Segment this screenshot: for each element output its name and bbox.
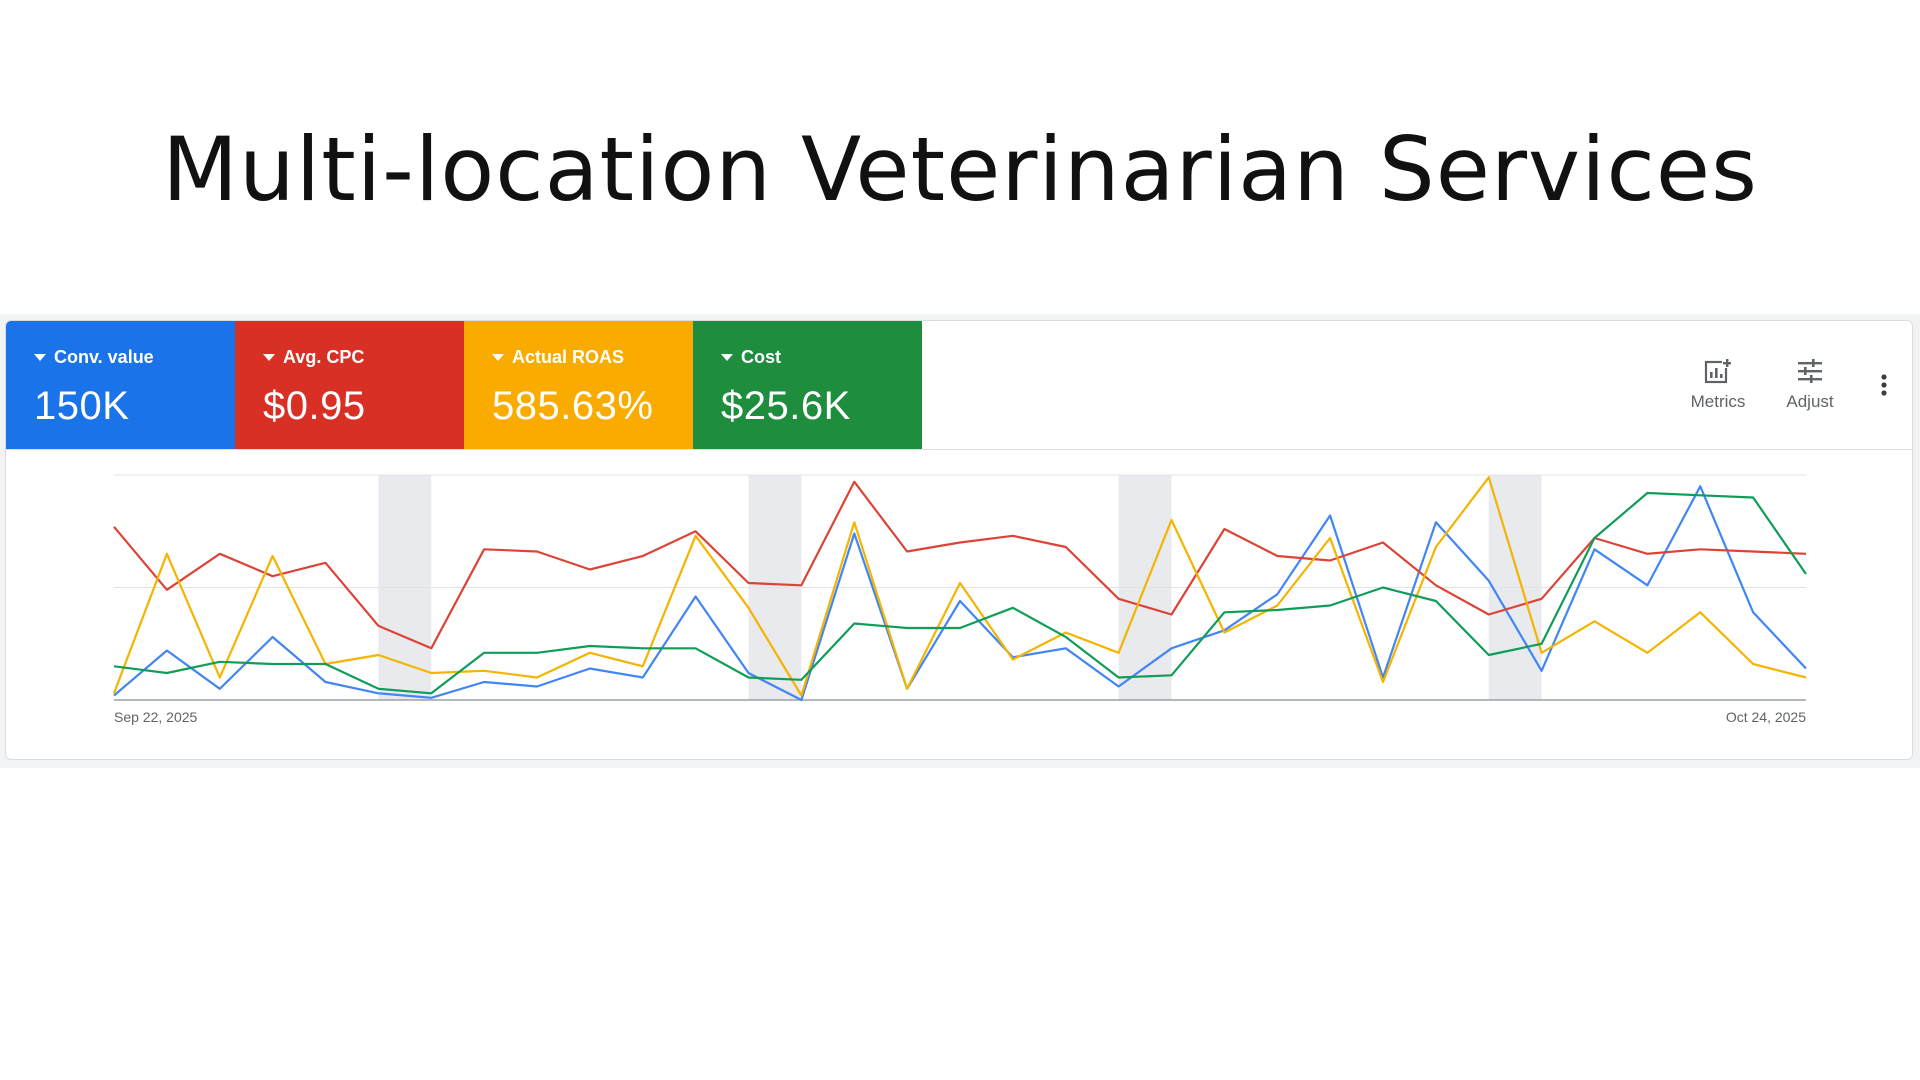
bar-chart-add-icon [1704,358,1732,384]
metrics-button[interactable]: Metrics [1672,358,1764,412]
more-options-button[interactable] [1856,373,1912,397]
metric-cards: Conv. value 150K Avg. CPC $0.95 Actual R… [6,321,922,449]
metric-card-avg-cpc[interactable]: Avg. CPC $0.95 [235,321,464,449]
series-line-actual-roas [112,476,1807,697]
dropdown-caret-icon [492,354,504,361]
chart-toolbar: Metrics Adjust [1672,321,1912,449]
adjust-button-label: Adjust [1786,392,1834,411]
header-divider [6,449,1912,450]
series-line-conv-value [113,485,1807,702]
metric-card-conv-value[interactable]: Conv. value 150K [6,321,235,449]
metric-label: Actual ROAS [512,347,625,367]
metric-label: Conv. value [54,347,154,367]
dropdown-caret-icon [34,354,46,361]
metrics-button-label: Metrics [1690,392,1746,411]
dropdown-caret-icon [721,354,733,361]
series-line-avg-cpc [113,480,1807,650]
metric-label: Cost [741,347,781,367]
line-chart: Sep 22, 2025 Oct 24, 2025 [6,450,1912,759]
performance-chart-panel: Conv. value 150K Avg. CPC $0.95 Actual R… [5,320,1913,760]
metric-value: $0.95 [263,384,366,428]
metric-label: Avg. CPC [283,347,365,367]
metric-value: 150K [34,384,130,428]
metric-card-actual-roas[interactable]: Actual ROAS 585.63% [464,321,693,449]
metric-value: $25.6K [721,384,851,428]
dropdown-caret-icon [263,354,275,361]
tune-sliders-icon [1798,359,1822,383]
adjust-button[interactable]: Adjust [1764,358,1856,412]
x-axis-start-label: Sep 22, 2025 [114,709,198,725]
slide-title: Multi-location Veterinarian Services [162,118,1758,221]
line-chart-svg: Sep 22, 2025 Oct 24, 2025 [112,474,1807,725]
metric-value: 585.63% [492,384,654,428]
x-axis-end-label: Oct 24, 2025 [1726,709,1806,725]
series-line-cost [113,491,1807,695]
more-vert-icon [1881,374,1887,396]
metric-card-cost[interactable]: Cost $25.6K [693,321,922,449]
